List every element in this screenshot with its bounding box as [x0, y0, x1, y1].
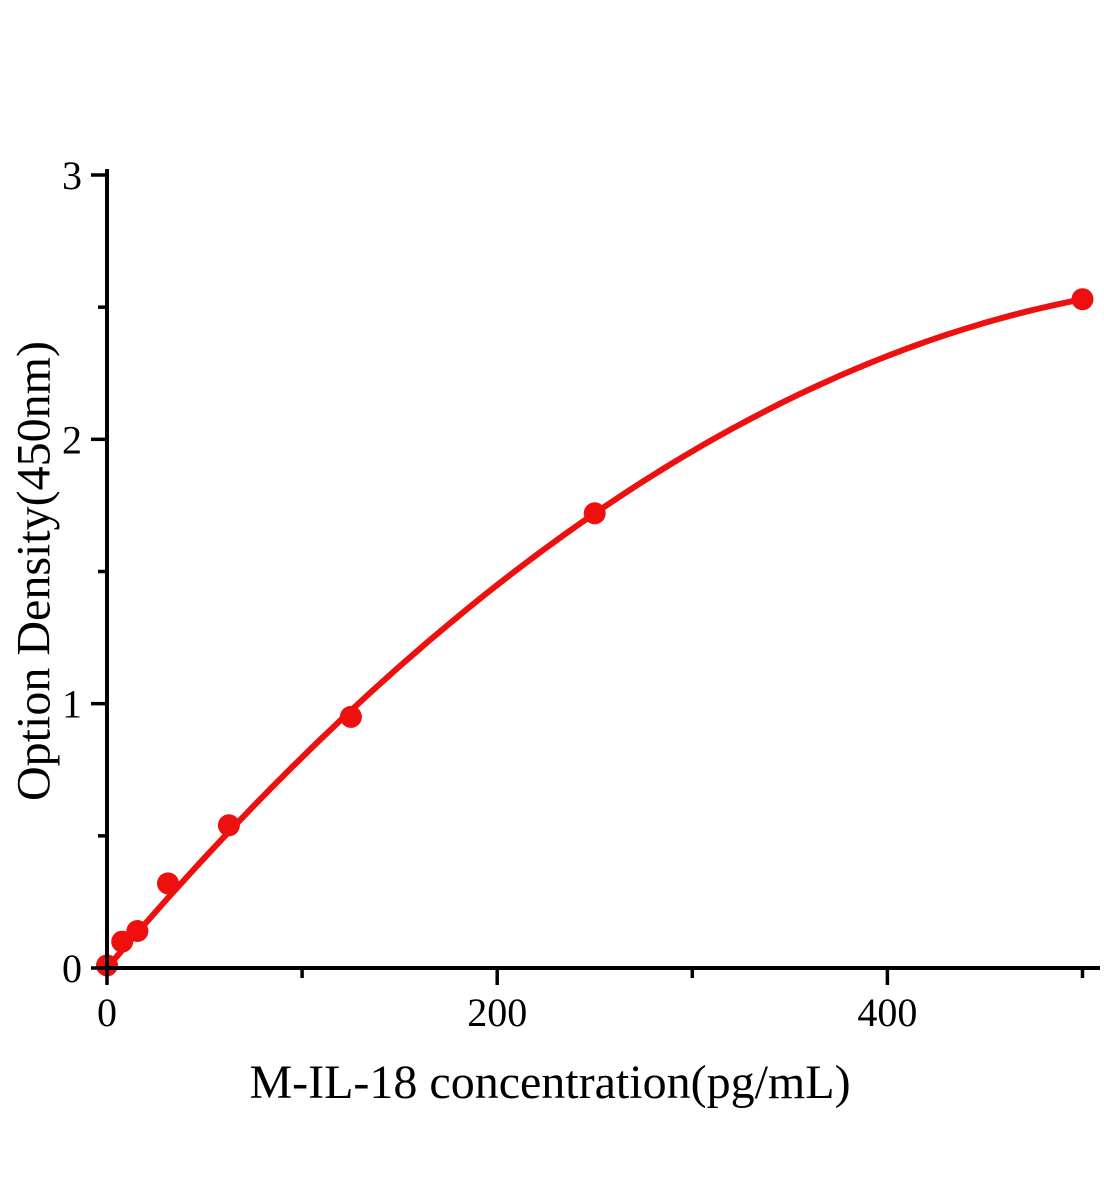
tick-labels: 0 1 2 3 0 200 400 — [62, 153, 917, 1035]
data-point — [126, 920, 149, 942]
x-tick-label: 0 — [97, 990, 117, 1035]
data-points — [96, 288, 1094, 977]
y-axis-title: Option Density(450nm) — [8, 341, 61, 801]
fit-curve-path — [104, 296, 1086, 971]
data-point — [583, 502, 606, 525]
y-tick-label: 0 — [62, 946, 82, 991]
x-axis-title: M-IL-18 concentration(pg/mL) — [249, 1056, 850, 1109]
y-tick-label: 1 — [62, 682, 82, 727]
x-tick-label: 400 — [857, 990, 917, 1035]
axes — [91, 169, 1100, 985]
data-point — [1071, 288, 1094, 311]
fit-curve — [104, 296, 1086, 971]
data-point — [217, 814, 240, 837]
y-tick-label: 2 — [62, 417, 82, 462]
y-tick-label: 3 — [62, 153, 82, 198]
data-point — [339, 705, 362, 728]
data-point — [157, 872, 179, 895]
x-tick-label: 200 — [467, 990, 527, 1035]
